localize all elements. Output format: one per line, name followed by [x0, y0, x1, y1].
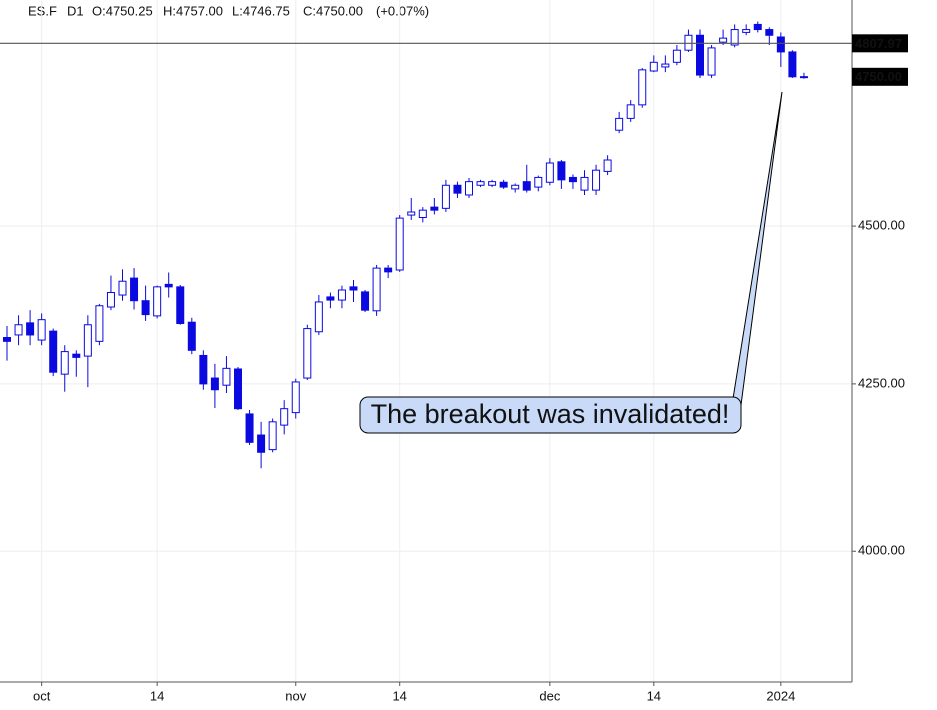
ohlc-high: H:4757.00 [163, 3, 223, 18]
candle-body [176, 286, 185, 324]
candle-body [557, 161, 566, 181]
candle-body [141, 300, 150, 316]
candle-body [153, 286, 162, 317]
candle-body [592, 169, 601, 191]
candle-body [95, 305, 104, 342]
candle-body [522, 181, 531, 191]
candle-body [638, 69, 647, 106]
candle-body [291, 381, 300, 414]
grid [0, 0, 852, 682]
candle-body [106, 292, 115, 308]
candle-body [672, 49, 681, 63]
candle-body [730, 29, 739, 46]
candle-body [187, 321, 196, 351]
ohlc-close: C:4750.00 [303, 3, 363, 18]
candle-body [349, 286, 358, 291]
candle-body [441, 184, 450, 209]
candle-body [476, 181, 485, 186]
candle-body [799, 76, 808, 79]
price-marker-label: 4750.00 [855, 69, 902, 84]
candle-body [361, 291, 370, 311]
candle-body [83, 324, 92, 357]
candle-body [430, 206, 439, 211]
candle-body [314, 301, 323, 333]
candle-body [257, 434, 266, 453]
candle-body [568, 176, 577, 183]
candle-body [164, 283, 173, 288]
callout-text: The breakout was invalidated! [371, 399, 730, 429]
y-tick-label: 4250.00 [858, 375, 905, 390]
candle-body [753, 23, 762, 31]
candle-body [580, 176, 589, 191]
ohlc-low: L:4746.75 [232, 3, 290, 18]
candle-body [453, 184, 462, 194]
candle-body [326, 296, 335, 301]
candle-body [222, 367, 231, 386]
candle-body [707, 47, 716, 76]
candle-body [234, 368, 242, 410]
y-tick-label: 4000.00 [858, 543, 905, 558]
candle-body [407, 211, 416, 216]
x-tick-label: oct [33, 688, 51, 703]
candle-body [418, 209, 427, 219]
candle-body [488, 181, 497, 186]
candle-body [742, 29, 751, 33]
candle-body [465, 181, 473, 196]
candle-body [626, 104, 635, 119]
candle-body [372, 267, 381, 312]
x-tick-label: nov [285, 688, 306, 703]
y-tick-label: 4500.00 [858, 218, 905, 233]
price-marker-box [852, 34, 908, 53]
candle-body [49, 330, 58, 373]
candle-body [384, 267, 393, 273]
candle-body [511, 184, 520, 190]
candle-body [603, 159, 612, 172]
candle-body [303, 328, 312, 379]
candle-body [499, 181, 508, 188]
x-tick-label: dec [539, 688, 560, 703]
candle-body [245, 413, 254, 443]
x-tick-label: 14 [150, 688, 164, 703]
x-tick-label: 14 [392, 688, 406, 703]
candle-body [26, 322, 35, 336]
candle-body [210, 377, 219, 391]
price-marker-label: 4807.97 [855, 36, 902, 51]
candle-body [199, 354, 208, 385]
change: (+0.07%) [376, 3, 429, 18]
candle-body [3, 337, 11, 342]
candle-body [649, 61, 658, 72]
candle-body [776, 36, 785, 53]
candle-body [72, 353, 81, 358]
ohlc-open: O:4750.25 [92, 3, 153, 18]
candle-body [545, 162, 554, 183]
candle-body [788, 51, 797, 78]
candle-body [37, 319, 46, 341]
candle-body [696, 34, 704, 76]
candle-body [14, 324, 23, 336]
candle-body [130, 277, 139, 302]
x-tick-label: 2024 [766, 688, 795, 703]
axes: 4000.00 4250.00 4500.00 oct 14 nov 14 dec 14 2024… [0, 34, 908, 703]
candle-body [337, 289, 346, 301]
candle-body [534, 176, 543, 188]
callout-box [359, 396, 742, 434]
candle-body [118, 280, 127, 296]
candle-body [615, 117, 624, 131]
candle-body [280, 408, 289, 426]
callout: The breakout was invalidated! [359, 91, 783, 434]
candle-body [60, 351, 69, 375]
x-tick-label: 14 [647, 688, 661, 703]
candle-body [268, 421, 277, 451]
price-marker-box [852, 67, 908, 86]
candle-body [395, 217, 404, 271]
plot [3, 21, 808, 469]
timeframe: D1 [67, 3, 84, 18]
candle-body [719, 37, 728, 43]
symbol: ES.F [28, 3, 57, 18]
candle-body [661, 63, 670, 68]
candle-body [765, 29, 774, 36]
